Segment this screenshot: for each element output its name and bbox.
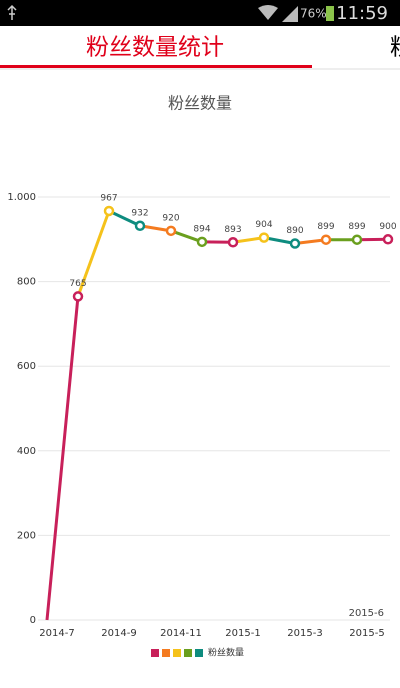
data-label: 904 bbox=[255, 220, 272, 230]
point bbox=[260, 234, 268, 242]
legend-swatch bbox=[162, 649, 170, 657]
y-tick-label: 600 bbox=[17, 361, 36, 372]
data-label: 893 bbox=[224, 225, 241, 235]
y-tick-label: 400 bbox=[17, 446, 36, 457]
point bbox=[136, 222, 144, 230]
tab-next[interactable]: 粉 bbox=[390, 35, 400, 61]
point bbox=[105, 207, 113, 215]
legend-swatch bbox=[173, 649, 181, 657]
point bbox=[322, 236, 330, 244]
point bbox=[291, 240, 299, 248]
data-label: 900 bbox=[379, 222, 396, 232]
legend-swatch bbox=[184, 649, 192, 657]
data-label: 899 bbox=[348, 222, 365, 232]
y-tick-label: 1.000 bbox=[7, 192, 36, 203]
point bbox=[353, 236, 361, 244]
line-segment bbox=[47, 296, 78, 620]
battery-text: 76% bbox=[300, 7, 327, 21]
point bbox=[198, 238, 206, 246]
tab-active[interactable]: 粉丝数量统计 bbox=[86, 35, 224, 61]
x-tick-label: 2015-5 bbox=[349, 628, 384, 639]
x-tick-label: 2015-3 bbox=[287, 628, 322, 639]
legend-swatch bbox=[195, 649, 203, 657]
data-label: 967 bbox=[100, 193, 117, 203]
x-tick-label: 2015-1 bbox=[225, 628, 260, 639]
data-label: 894 bbox=[193, 224, 210, 234]
y-tick-label: 800 bbox=[17, 277, 36, 288]
battery-icon bbox=[326, 6, 334, 21]
legend-label: 粉丝数量 bbox=[208, 647, 244, 659]
x-tick-label: 2014-9 bbox=[101, 628, 136, 639]
point bbox=[74, 292, 82, 300]
y-tick-label: 0 bbox=[30, 615, 36, 626]
data-label: 890 bbox=[286, 226, 303, 236]
point bbox=[167, 227, 175, 235]
annotation: 2015-6 bbox=[349, 608, 384, 619]
data-label: 920 bbox=[162, 213, 179, 223]
data-label: 932 bbox=[131, 208, 148, 218]
data-label: 899 bbox=[317, 222, 334, 232]
clock: 11:59 bbox=[336, 3, 388, 24]
point bbox=[229, 238, 237, 246]
y-tick-label: 200 bbox=[17, 530, 36, 541]
data-label: 765 bbox=[69, 279, 86, 289]
tab-indicator bbox=[0, 65, 312, 68]
chart-title: 粉丝数量 bbox=[168, 94, 232, 113]
x-tick-label: 2014-11 bbox=[160, 628, 202, 639]
point bbox=[384, 235, 392, 243]
x-tick-label: 2014-7 bbox=[39, 628, 74, 639]
legend-swatch bbox=[151, 649, 159, 657]
